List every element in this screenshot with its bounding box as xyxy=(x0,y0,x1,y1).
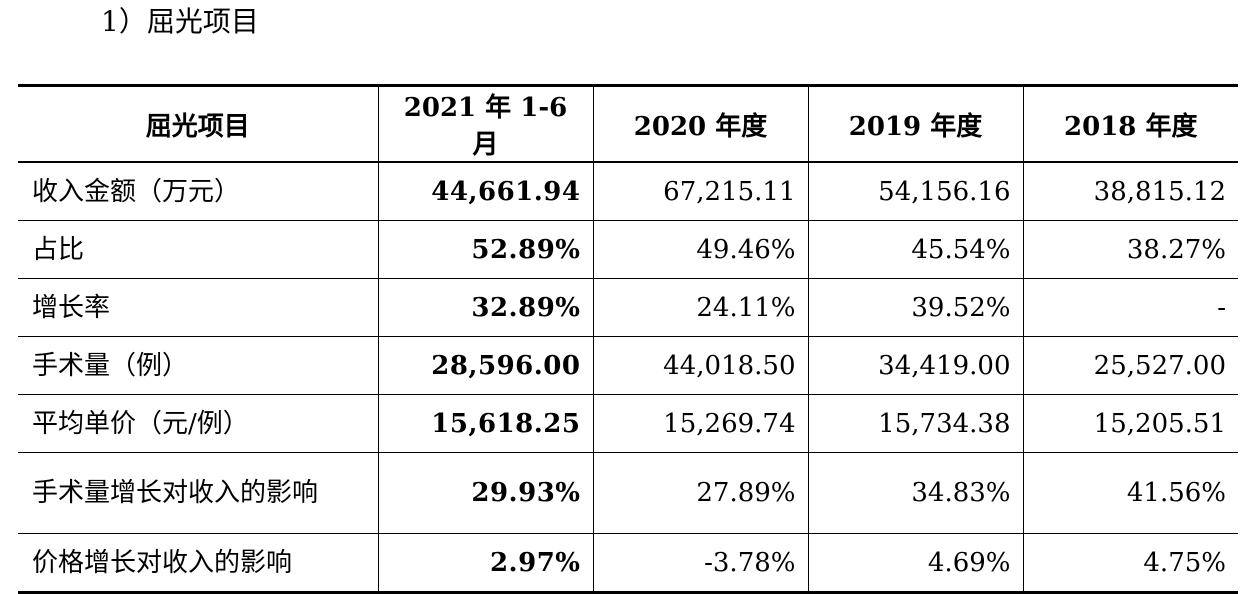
table-cell: 29.93% xyxy=(377,452,594,534)
table-cell: 25,527.00 xyxy=(1022,336,1238,395)
table-cell: - xyxy=(1022,278,1238,337)
header-2018: 2018 年度 xyxy=(1022,85,1238,163)
table-cell: 15,618.25 xyxy=(377,394,594,453)
table-row: 平均单价（元/例） 15,618.25 15,269.74 15,734.38 … xyxy=(18,394,1238,453)
table-cell: 44,018.50 xyxy=(592,336,809,395)
table-row: 收入金额（万元） 44,661.94 67,215.11 54,156.16 3… xyxy=(18,161,1238,221)
table-row: 手术量（例） 28,596.00 44,018.50 34,419.00 25,… xyxy=(18,336,1238,395)
table-cell: 54,156.16 xyxy=(807,161,1024,221)
table-cell: 67,215.11 xyxy=(592,161,809,221)
table-row: 价格增长对收入的影响 2.97% -3.78% 4.69% 4.75% xyxy=(18,533,1238,593)
table-row: 增长率 32.89% 24.11% 39.52% - xyxy=(18,278,1238,337)
table-cell: 34.83% xyxy=(807,452,1024,534)
table-cell: 24.11% xyxy=(592,278,809,337)
table-cell: 32.89% xyxy=(377,278,594,337)
row-label: 平均单价（元/例） xyxy=(18,394,379,453)
table-cell: 52.89% xyxy=(377,220,594,279)
header-project: 屈光项目 xyxy=(18,85,379,163)
section-heading: 1）屈光项目 xyxy=(101,5,259,38)
table-cell: 41.56% xyxy=(1022,452,1238,534)
table-row: 手术量增长对收入的影响 29.93% 27.89% 34.83% 41.56% xyxy=(18,452,1238,534)
table-cell: 45.54% xyxy=(807,220,1024,279)
table-cell: 38,815.12 xyxy=(1022,161,1238,221)
table-header-row: 屈光项目 2021 年 1-6 月 2020 年度 2019 年度 2018 年… xyxy=(18,85,1238,163)
row-label: 手术量（例） xyxy=(18,336,379,395)
table-cell: 15,205.51 xyxy=(1022,394,1238,453)
table-cell: 15,269.74 xyxy=(592,394,809,453)
row-label: 手术量增长对收入的影响 xyxy=(18,452,379,534)
row-label: 价格增长对收入的影响 xyxy=(18,533,379,593)
header-2019: 2019 年度 xyxy=(807,85,1024,163)
table-cell: 39.52% xyxy=(807,278,1024,337)
table-cell: 28,596.00 xyxy=(377,336,594,395)
table-cell: 49.46% xyxy=(592,220,809,279)
table-cell: 4.75% xyxy=(1022,533,1238,593)
row-label: 占比 xyxy=(18,220,379,279)
table-cell: 15,734.38 xyxy=(807,394,1024,453)
table-row: 占比 52.89% 49.46% 45.54% 38.27% xyxy=(18,220,1238,279)
table-cell: 44,661.94 xyxy=(377,161,594,221)
header-2021-h1: 2021 年 1-6 月 xyxy=(377,85,594,163)
table-cell: 34,419.00 xyxy=(807,336,1024,395)
table-cell: 4.69% xyxy=(807,533,1024,593)
table-cell: 38.27% xyxy=(1022,220,1238,279)
header-2020: 2020 年度 xyxy=(592,85,809,163)
table-cell: -3.78% xyxy=(592,533,809,593)
row-label: 收入金额（万元） xyxy=(18,161,379,221)
table-cell: 2.97% xyxy=(377,533,594,593)
refractive-project-table: 屈光项目 2021 年 1-6 月 2020 年度 2019 年度 2018 年… xyxy=(18,84,1238,594)
row-label: 增长率 xyxy=(18,278,379,337)
table-cell: 27.89% xyxy=(592,452,809,534)
